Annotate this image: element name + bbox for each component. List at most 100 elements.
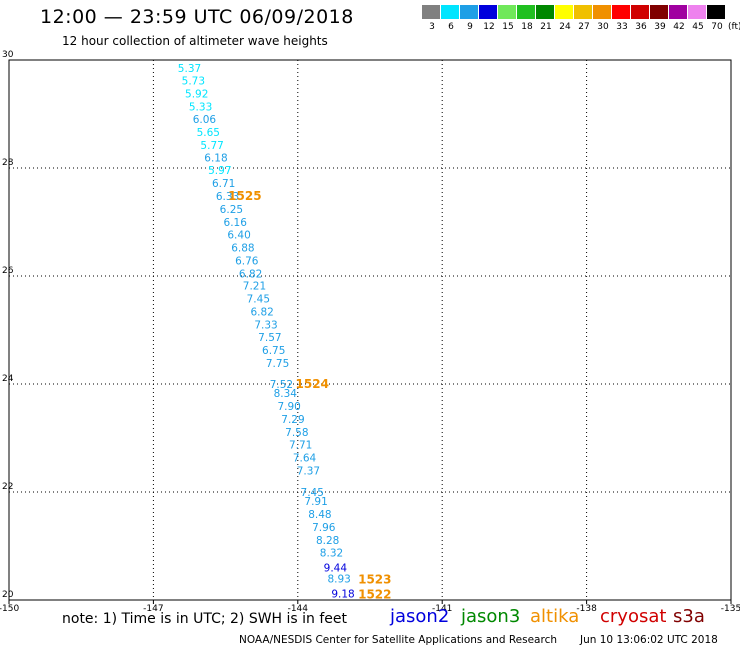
satellite-altika: altika: [530, 606, 580, 627]
legend-swatch: [612, 5, 630, 19]
x-tick-label: -150: [0, 604, 19, 614]
data-point-label: 5.97: [208, 165, 231, 177]
satellite-jason3: jason3: [461, 606, 521, 627]
data-point-label: 5.92: [185, 88, 208, 100]
data-point-label: 8.34: [274, 388, 298, 400]
data-point-label: 6.16: [224, 217, 248, 229]
y-tick-label: 28: [2, 158, 14, 168]
data-point-label: 7.71: [289, 439, 312, 451]
data-point-label: 9.44: [324, 563, 348, 575]
data-point-label: 6.18: [204, 153, 227, 165]
footer-timestamp: Jun 10 13:06:02 UTC 2018: [580, 634, 718, 646]
legend-label: 45: [692, 22, 704, 32]
data-point-label: 6.82: [250, 307, 273, 319]
legend-label: 70: [711, 22, 723, 32]
data-point-label: 8.48: [308, 509, 331, 521]
data-point-label: 6.71: [212, 178, 235, 190]
data-point-label: 7.96: [312, 522, 336, 534]
data-point-label: 8.28: [316, 535, 339, 547]
data-point-label: 7.91: [304, 496, 327, 508]
data-point-label: 5.37: [178, 63, 201, 75]
y-tick-label: 22: [2, 482, 13, 492]
x-tick-label: -138: [576, 604, 597, 614]
data-point-label: 7.29: [281, 414, 304, 426]
time-annotation: 1524: [296, 377, 329, 391]
data-point-label: 7.33: [254, 320, 277, 332]
data-point-label: 5.73: [182, 76, 205, 88]
satellite-jason2: jason2: [390, 606, 450, 627]
data-point-label: 6.82: [239, 268, 262, 280]
data-point-label: 5.33: [189, 101, 212, 113]
y-tick-label: 20: [2, 590, 14, 600]
legend-label: 39: [654, 22, 666, 32]
legend-swatch: [707, 5, 725, 19]
legend-label: 27: [578, 22, 590, 32]
legend-swatch: [688, 5, 706, 19]
y-tick-label: 30: [2, 50, 14, 60]
x-tick-label: -135: [721, 604, 740, 614]
satellite-s3a: s3a: [673, 606, 705, 627]
legend-swatch: [650, 5, 668, 19]
legend-label: 18: [521, 22, 533, 32]
legend-label: 9: [467, 22, 473, 32]
legend-swatch: [631, 5, 649, 19]
legend-label: 12: [483, 22, 495, 32]
data-point-label: 7.37: [297, 465, 320, 477]
chart-subtitle: 12 hour collection of altimeter wave hei…: [62, 34, 328, 48]
legend-swatch: [479, 5, 497, 19]
legend-label: 15: [502, 22, 514, 32]
legend-label: 30: [597, 22, 609, 32]
legend-swatch: [498, 5, 516, 19]
legend-swatch: [441, 5, 459, 19]
data-point-label: 8.93: [327, 573, 350, 585]
plot-frame: [8, 59, 732, 601]
data-point-label: 7.75: [266, 358, 289, 370]
data-point-label: 7.45: [247, 294, 270, 306]
legend-label: 42: [673, 22, 685, 32]
data-point-label: 7.64: [293, 452, 317, 464]
legend-label: 24: [559, 22, 571, 32]
time-annotation: 1522: [358, 588, 391, 602]
legend-swatch: [460, 5, 478, 19]
legend-label: 33: [616, 22, 628, 32]
data-point-label: 6.88: [231, 242, 254, 254]
y-tick-label: 24: [2, 374, 14, 384]
data-point-label: 6.76: [235, 255, 259, 267]
data-point-label: 7.90: [277, 401, 300, 413]
data-point-label: 6.06: [193, 114, 217, 126]
data-point-label: 8.32: [320, 547, 343, 559]
legend-swatch: [536, 5, 554, 19]
data-point-label: 7.21: [243, 281, 266, 293]
x-tick-label: -144: [288, 604, 309, 614]
data-point-label: 7.52: [270, 379, 293, 391]
data-point-label: 6.75: [262, 345, 285, 357]
data-point-label: 7.57: [258, 332, 281, 344]
x-tick-label: -141: [432, 604, 452, 614]
legend-unit: (ft): [728, 22, 740, 32]
legend-swatch: [669, 5, 687, 19]
data-point-label: 6.25: [220, 204, 243, 216]
data-point-label: 6.40: [227, 229, 250, 241]
legend-label: 3: [429, 22, 435, 32]
data-point-label: 9.18: [331, 589, 354, 601]
data-point-label: 5.65: [197, 127, 220, 139]
legend-swatch: [517, 5, 535, 19]
note-text: note: 1) Time is in UTC; 2) SWH is in fe…: [62, 611, 348, 627]
legend-swatch: [593, 5, 611, 19]
legend-swatch: [422, 5, 440, 19]
y-tick-label: 26: [2, 266, 14, 276]
data-point-label: 7.58: [285, 427, 308, 439]
legend-swatch: [574, 5, 592, 19]
time-annotation: 1525: [228, 189, 261, 203]
chart-title: 12:00 — 23:59 UTC 06/09/2018: [40, 6, 354, 28]
footer-credit: NOAA/NESDIS Center for Satellite Applica…: [239, 634, 557, 646]
legend-swatch: [555, 5, 573, 19]
legend-label: 6: [448, 22, 454, 32]
x-tick-label: -147: [143, 604, 163, 614]
data-point-label: 5.77: [200, 140, 223, 152]
legend-label: 36: [635, 22, 647, 32]
data-point-label: 7.45: [301, 487, 324, 499]
legend-label: 21: [540, 22, 552, 32]
satellite-cryosat: cryosat: [600, 606, 667, 627]
